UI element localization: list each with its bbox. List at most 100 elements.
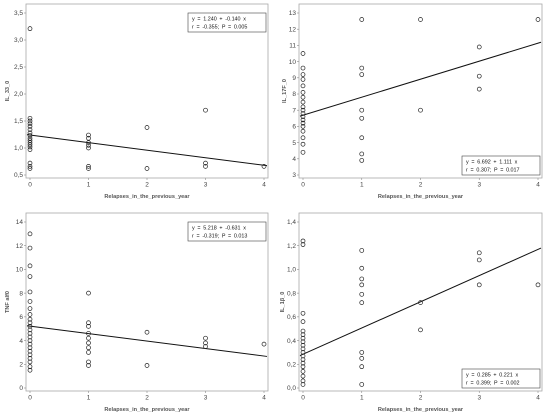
data-point	[300, 357, 306, 362]
y-tick-label: 2	[19, 361, 23, 368]
data-point	[359, 151, 365, 157]
data-point	[27, 331, 33, 336]
regression-line	[26, 325, 268, 357]
data-point	[203, 164, 208, 169]
data-point	[359, 364, 365, 370]
data-point	[300, 65, 306, 71]
data-point	[300, 353, 306, 359]
x-tick-label: 4	[536, 182, 540, 189]
y-tick-label: 11	[289, 43, 296, 50]
data-point	[27, 341, 33, 347]
data-point	[300, 107, 306, 113]
x-tick-label: 2	[419, 182, 423, 189]
data-point	[359, 65, 365, 71]
data-point	[27, 26, 33, 32]
regression-line	[299, 247, 542, 357]
data-point	[300, 117, 306, 123]
y-tick-label: 0	[19, 385, 23, 392]
y-tick-label: 10	[289, 59, 297, 66]
regression-equation-box: y = 6.692 + 1.111 xr = 0.307; P = 0.017	[461, 155, 541, 176]
data-point	[86, 345, 91, 351]
y-tick-label: 6	[292, 124, 296, 131]
data-point	[203, 160, 208, 166]
data-point	[359, 300, 365, 305]
data-point	[359, 158, 365, 163]
x-tick-label: 1	[360, 182, 364, 189]
data-point	[203, 107, 208, 113]
regression-equation-box: y = 5.218 + -0.631 xr = -0.319; P = 0.01…	[187, 221, 267, 242]
data-point	[300, 149, 306, 155]
data-point	[300, 339, 306, 345]
x-axis-label: Relapses_in_the_previous_year	[378, 407, 464, 413]
y-tick-label: 0,5	[14, 172, 23, 179]
data-point	[300, 242, 306, 247]
y-tick-label: 1,5	[14, 118, 23, 125]
equation-box-frame	[461, 155, 541, 176]
data-point	[359, 265, 365, 271]
regression-line	[299, 41, 542, 117]
data-point	[300, 90, 306, 95]
data-point	[359, 282, 365, 288]
regression-equation: y = 6.692 + 1.111 x	[466, 160, 518, 166]
x-tick-label: 3	[204, 395, 208, 402]
data-point	[300, 128, 306, 134]
data-point	[27, 274, 33, 279]
data-point	[86, 350, 91, 355]
data-point	[300, 124, 306, 129]
data-point	[300, 72, 306, 77]
data-point	[300, 335, 306, 341]
data-point	[86, 132, 91, 138]
data-point	[27, 320, 33, 326]
data-point	[27, 166, 33, 171]
x-tick-label: 4	[262, 395, 266, 402]
data-point	[27, 348, 33, 354]
data-point	[418, 107, 423, 113]
data-point	[27, 316, 33, 322]
scatter-panel-4: 0,0 0,2 0,4 0,6 0,8 1,0 1,2 1,4 0 1 2 3 4 Relapses_in…	[280, 212, 543, 413]
y-tick-label: 4	[19, 338, 23, 345]
data-point	[300, 104, 306, 110]
data-point	[359, 107, 365, 113]
data-point	[476, 73, 482, 79]
y-tick-label: 0,2	[287, 361, 296, 368]
data-point	[27, 352, 33, 358]
y-tick-label: 12	[16, 243, 24, 250]
x-tick-label: 4	[262, 182, 266, 189]
data-point	[27, 115, 33, 121]
data-point	[359, 248, 365, 253]
correlation-stats: r = -0.319; P = 0.013	[192, 233, 247, 239]
data-point	[300, 319, 306, 324]
data-point	[300, 83, 306, 89]
data-point	[359, 17, 365, 22]
data-point	[27, 323, 33, 329]
y-tick-label: 10	[16, 267, 24, 274]
data-point	[86, 340, 91, 346]
data-point	[86, 145, 91, 151]
y-tick-label: 3	[292, 172, 296, 179]
y-axis-label: IL_33_0	[5, 81, 11, 102]
equation-box-frame	[187, 221, 267, 242]
x-tick-label: 4	[536, 395, 540, 402]
data-point	[300, 360, 306, 366]
data-point	[476, 257, 482, 263]
x-tick-label: 2	[419, 395, 423, 402]
y-tick-label: 3,0	[14, 37, 23, 44]
data-point	[86, 363, 91, 368]
data-point	[476, 44, 482, 50]
data-point	[86, 290, 91, 296]
data-point	[300, 369, 306, 374]
equation-box-frame	[461, 368, 541, 389]
regression-equation: y = 5.218 + -0.631 x	[192, 226, 246, 232]
data-point	[300, 328, 306, 334]
data-point	[359, 276, 365, 282]
x-tick-label: 3	[477, 182, 481, 189]
x-tick-label: 1	[360, 395, 364, 402]
data-point	[300, 310, 306, 316]
y-tick-label: 1,2	[287, 243, 296, 250]
equation-box-frame	[187, 12, 267, 33]
data-point	[27, 144, 33, 150]
data-point	[144, 363, 150, 368]
y-tick-label: 0,8	[287, 290, 296, 297]
